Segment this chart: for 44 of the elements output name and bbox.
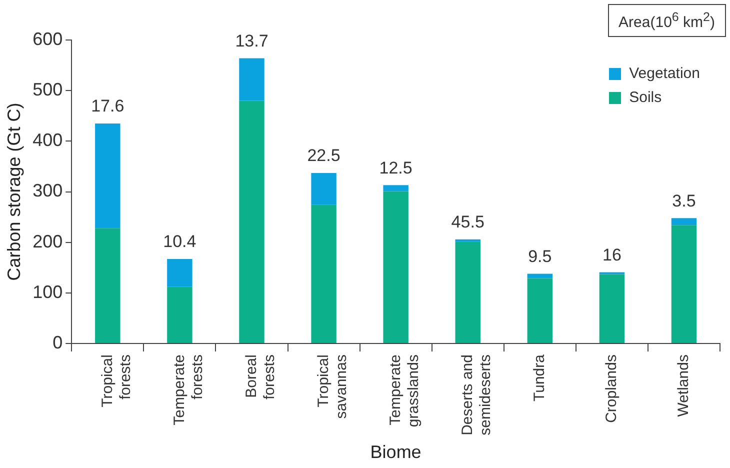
annotation: 16 (602, 245, 622, 264)
bar (311, 204, 336, 344)
bar (95, 123, 120, 228)
bar (455, 242, 480, 344)
annotation: 22.5 (307, 146, 340, 166)
y-tick-label: 600 (32, 28, 63, 49)
annotation: 45.5 (451, 212, 484, 232)
bar (239, 100, 264, 344)
y-tick-label: 300 (32, 180, 63, 201)
legend-label: Vegetation (629, 64, 700, 84)
bar (383, 185, 408, 192)
annotation: 17.6 (91, 96, 124, 116)
bar (383, 191, 408, 344)
bar (455, 239, 480, 242)
bar (671, 225, 697, 344)
annotation: 13.7 (235, 31, 268, 50)
y-tick-label: 200 (32, 231, 63, 252)
bar (671, 218, 697, 226)
bar (167, 286, 192, 344)
y-tick-label: 500 (32, 80, 63, 100)
legend-label: Soils (629, 88, 662, 108)
bar (527, 274, 553, 278)
bar (95, 228, 120, 344)
bar (527, 278, 553, 344)
annotation: 3.5 (672, 191, 696, 210)
annotation: 10.4 (163, 232, 196, 252)
y-tick-label: 100 (32, 282, 63, 302)
bar (311, 173, 336, 205)
x-tick-label: Wetlands (675, 354, 692, 417)
legend-title: Area(10$^{6}$ km$^{2}$) (608, 4, 726, 37)
x-axis-title: Biome (370, 442, 422, 462)
x-tick-label: Croplands (603, 354, 620, 423)
bar (599, 274, 625, 344)
x-tick-label: Tundra (531, 354, 548, 402)
bar (167, 259, 192, 287)
bar (239, 58, 264, 101)
y-tick-label: 0 (52, 332, 63, 352)
annotation: 12.5 (379, 158, 412, 178)
x-tick-label: Tropical forests (98, 354, 134, 408)
x-tick-label: Boreal forests (242, 354, 278, 400)
y-tick-label: 400 (32, 130, 63, 150)
x-tick-label: Temperate forests (170, 354, 206, 426)
annotation: 9.5 (528, 246, 552, 266)
y-axis-title: Carbon storage (Gt C) (4, 102, 24, 281)
